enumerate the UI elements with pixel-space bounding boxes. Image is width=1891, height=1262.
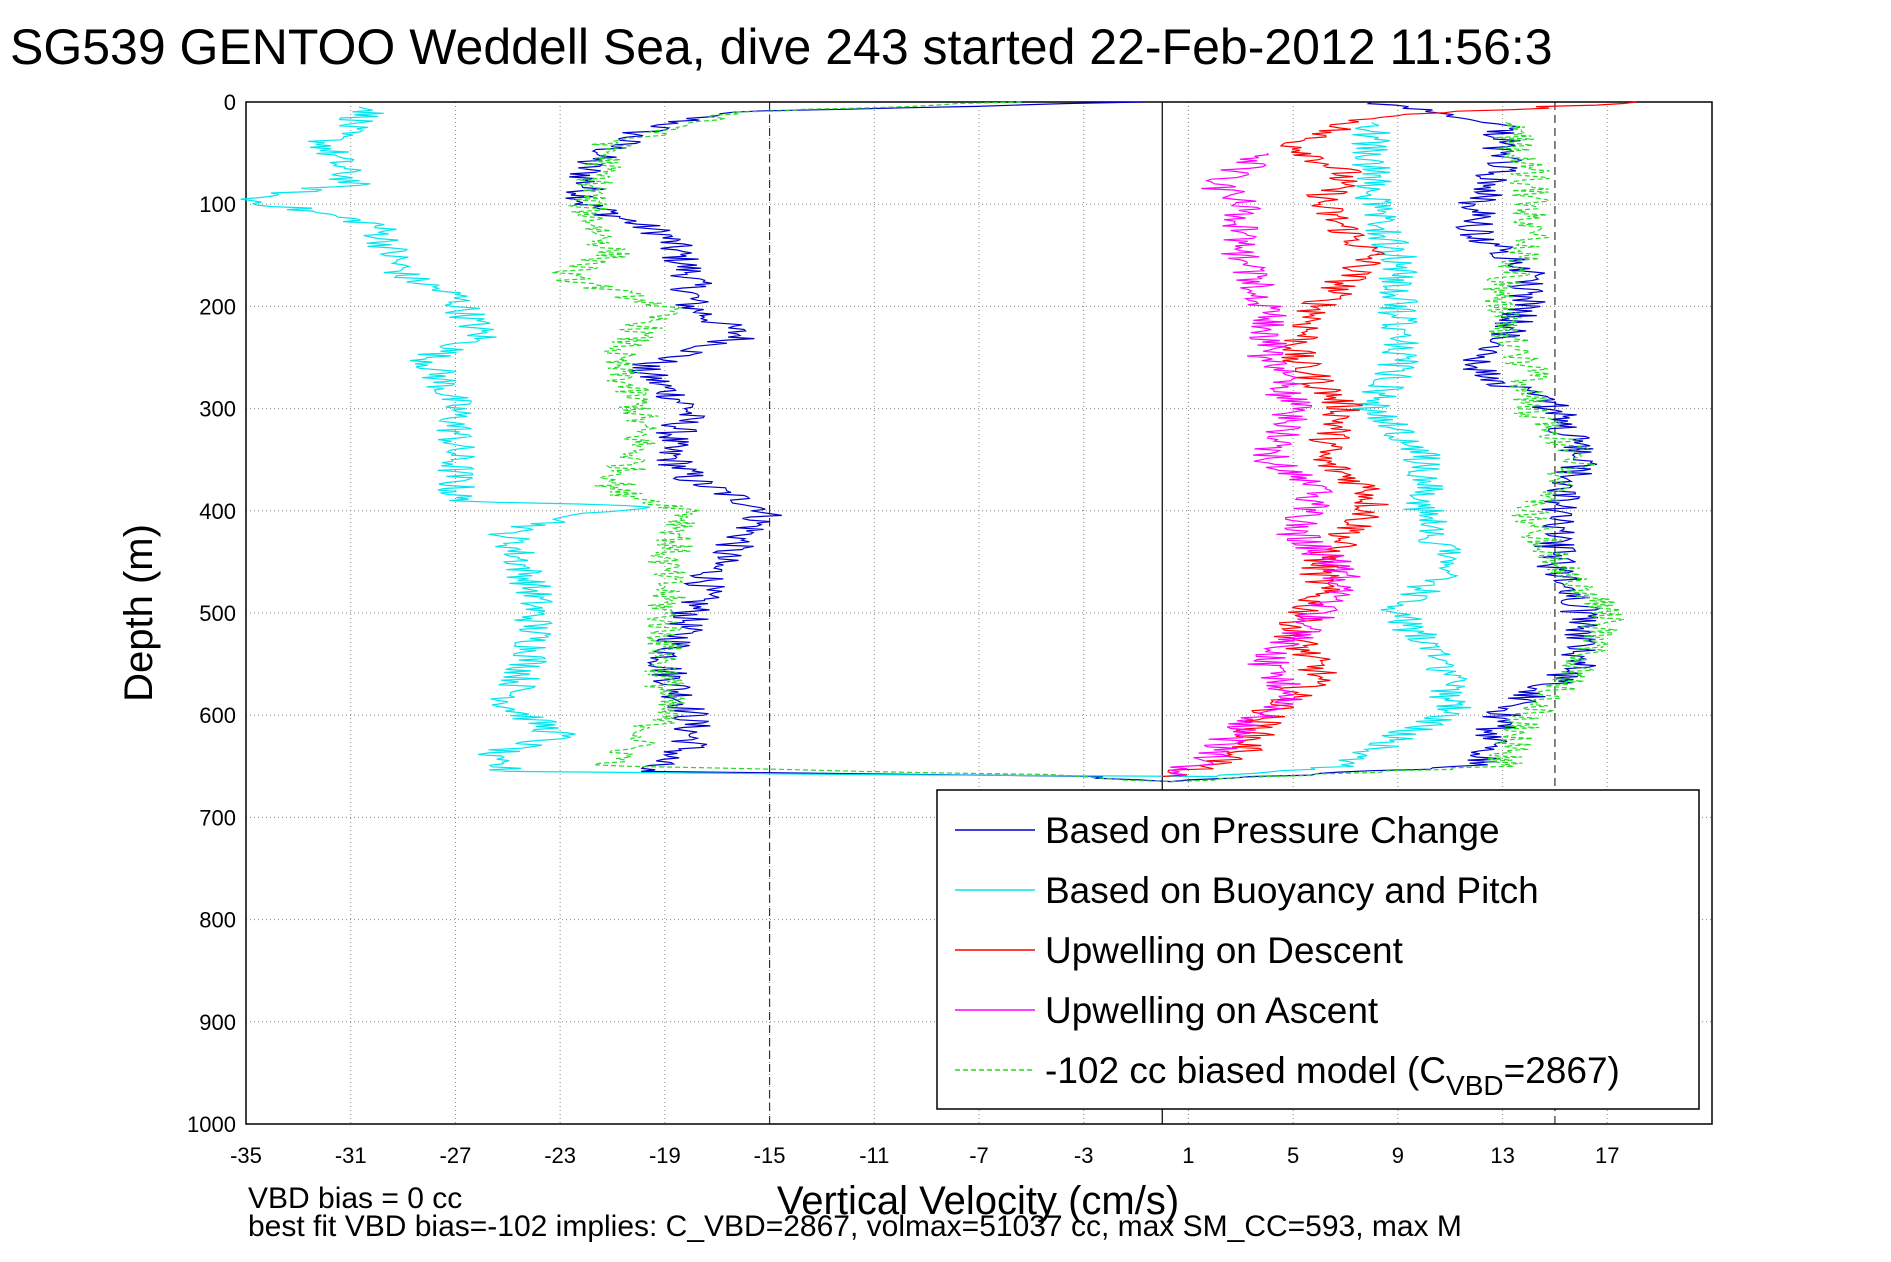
- legend-label-1: Based on Buoyancy and Pitch: [1045, 870, 1539, 911]
- x-tick-label-7: -7: [969, 1143, 989, 1168]
- x-tick-label-0: -35: [230, 1143, 262, 1168]
- x-tick-label-2: -27: [440, 1143, 472, 1168]
- y-tick-label-5: 500: [199, 601, 236, 626]
- series-line-1: [240, 106, 1472, 778]
- y-tick-label-0: 0: [224, 90, 236, 115]
- y-tick-label-3: 300: [199, 397, 236, 422]
- series-line-3: [1170, 152, 1361, 778]
- x-tick-label-13: 17: [1595, 1143, 1619, 1168]
- y-tick-label-4: 400: [199, 499, 236, 524]
- x-tick-labels: -35 -31 -27 -23 -19 -15 -11 -7 -3 1 5 9 13 17: [230, 1143, 1619, 1168]
- legend-label-3: Upwelling on Ascent: [1045, 990, 1379, 1031]
- x-tick-label-8: -3: [1074, 1143, 1094, 1168]
- series-line-2: [1162, 101, 1637, 778]
- y-tick-label-7: 700: [199, 805, 236, 830]
- x-tick-label-11: 9: [1392, 1143, 1404, 1168]
- y-tick-label-2: 200: [199, 294, 236, 319]
- x-tick-label-1: -31: [335, 1143, 367, 1168]
- x-tick-label-10: 5: [1287, 1143, 1299, 1168]
- legend-label-2: Upwelling on Descent: [1045, 930, 1404, 971]
- footer-line-1: VBD bias = 0 cc: [248, 1182, 462, 1215]
- series-line-4: [551, 101, 1624, 783]
- y-tick-label-1: 100: [199, 192, 236, 217]
- legend-box: [936, 789, 1700, 1110]
- x-axis-label: Vertical Velocity (cm/s): [777, 1179, 1179, 1223]
- x-tick-label-5: -15: [754, 1143, 786, 1168]
- chart-title: SG539 GENTOO Weddell Sea, dive 243 start…: [10, 19, 1553, 75]
- y-tick-labels: 0 100 200 300 400 500 600 700 800 900 1000: [187, 90, 236, 1137]
- y-tick-label-6: 600: [199, 703, 236, 728]
- y-axis-label: Depth (m): [117, 524, 161, 702]
- y-tick-label-8: 800: [199, 908, 236, 933]
- x-tick-label-4: -19: [649, 1143, 681, 1168]
- legend-label-0: Based on Pressure Change: [1045, 810, 1500, 851]
- y-tick-label-10: 1000: [187, 1112, 236, 1137]
- y-tick-label-9: 900: [199, 1010, 236, 1035]
- footer-line-2: best fit VBD bias=-102 implies: C_VBD=28…: [248, 1210, 1462, 1243]
- x-tick-label-9: 1: [1182, 1143, 1194, 1168]
- plot-area-frame: [245, 101, 1713, 1125]
- x-tick-label-6: -11: [859, 1143, 889, 1168]
- x-tick-label-3: -23: [544, 1143, 576, 1168]
- legend: Based on Pressure Change Based on Buoyanc…: [936, 789, 1700, 1110]
- x-tick-label-12: 13: [1490, 1143, 1514, 1168]
- series-group: [240, 101, 1637, 783]
